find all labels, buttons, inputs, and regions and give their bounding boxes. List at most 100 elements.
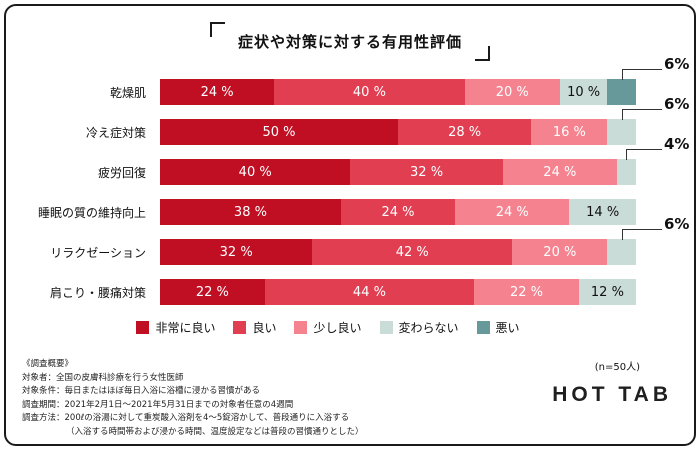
- note-line: 対象条件：毎日またはほぼ毎日入浴に浴槽に浸かる習慣がある: [22, 386, 261, 397]
- bar-segment: 40 %: [160, 159, 351, 185]
- stacked-bar-chart: 乾燥肌 24 % 40 % 20 % 10 % 6% 冷え症対策 50 % 28 % 16 % 6%…: [6, 55, 694, 336]
- legend-label: 少し良い: [313, 321, 362, 335]
- bar-segment: 32 %: [160, 239, 313, 265]
- note-line: 《調査概要》: [22, 359, 74, 369]
- callout-connector: [621, 109, 662, 120]
- hottab-logo: HOT TAB: [552, 383, 672, 406]
- bar-segment: 42 %: [312, 239, 513, 265]
- callout-value-label: 6%: [664, 95, 690, 113]
- segment-value-label: 40 %: [238, 164, 272, 180]
- segment-value-label: 32 %: [410, 164, 444, 180]
- callout-value-label: 6%: [664, 215, 690, 233]
- legend-item: 少し良い: [294, 319, 362, 336]
- segment-value-label: 24 %: [381, 204, 415, 220]
- bar-segment: 12 %: [578, 279, 636, 305]
- bar-segment: 50 %: [160, 119, 398, 145]
- category-label: リラクゼーション: [50, 245, 146, 260]
- callout-connector: [621, 69, 662, 80]
- segment-value-label: 42 %: [395, 244, 429, 260]
- bar-segment: 16 %: [531, 119, 608, 145]
- segment-value-label: 10 %: [567, 84, 601, 100]
- callout-value-label: 4%: [664, 135, 690, 153]
- legend-swatch: [379, 321, 393, 334]
- legend-swatch: [136, 321, 150, 334]
- bar-track: 24 % 40 % 20 % 10 % 6%: [160, 55, 689, 105]
- bar-segment: 10 %: [559, 79, 608, 105]
- chart-row: 肩こり・腰痛対策 22 % 44 % 22 % 12 %: [20, 279, 636, 305]
- bar-segment: 24 %: [455, 199, 570, 225]
- legend-label: 変わらない: [398, 321, 459, 335]
- sample-size: (n=50人): [594, 362, 640, 373]
- segment-value-label: 22 %: [195, 284, 229, 300]
- page-title: 症状や対策に対する有用性評価: [237, 33, 462, 51]
- bar-segment: 22 %: [474, 279, 579, 305]
- bar-segment: [607, 239, 636, 265]
- bar-segment: 28 %: [398, 119, 532, 145]
- bar-track: 22 % 44 % 22 % 12 %: [160, 279, 636, 305]
- bar-segment: [616, 159, 636, 185]
- note-line: 対象者：全国の皮膚科診療を行う女性医師: [22, 372, 184, 383]
- category-label: 冷え症対策: [85, 125, 146, 140]
- note-line: （入浴する時間帯および浸かる時間、温度設定などは普段の習慣通りとした）: [66, 426, 364, 437]
- legend-swatch: [476, 321, 490, 334]
- category-label: 睡眠の質の維持向上: [37, 205, 146, 220]
- segment-value-label: 40 %: [352, 84, 386, 100]
- bar-segment: 14 %: [569, 199, 636, 225]
- bar-segment: 24 %: [340, 199, 456, 225]
- bar-segment: 32 %: [350, 159, 503, 185]
- legend-swatch: [233, 321, 247, 334]
- bar-segment: 40 %: [274, 79, 465, 105]
- legend-item: 非常に良い: [136, 319, 215, 336]
- segment-value-label: 12 %: [590, 284, 624, 300]
- note-line: 調査方法：200ℓの浴湯に対して重炭酸入浴剤を4～5錠溶かして、普段通りに入浴す…: [22, 413, 350, 424]
- chart-card: 症状や対策に対する有用性評価 乾燥肌 24 % 40 % 20 % 10 % 6% 冷え症対…: [4, 4, 696, 446]
- bar-segment: 38 %: [160, 199, 341, 225]
- segment-value-label: 20 %: [543, 244, 577, 260]
- segment-value-label: 32 %: [219, 244, 253, 260]
- category-label: 肩こり・腰痛対策: [49, 285, 146, 300]
- segment-value-label: 24 %: [543, 164, 577, 180]
- legend-label: 非常に良い: [155, 321, 216, 335]
- bar-track: 38 % 24 % 24 % 14 %: [160, 199, 636, 225]
- footer: 《調査概要》 対象者：全国の皮膚科診療を行う女性医師 対象条件：毎日またはほぼ毎…: [6, 358, 694, 440]
- legend-label: 悪い: [495, 321, 520, 335]
- chart-row: 疲労回復 40 % 32 % 24 % 4%: [20, 135, 689, 185]
- segment-value-label: 44 %: [352, 284, 386, 300]
- segment-value-label: 16 %: [552, 124, 586, 140]
- bar-segment: 24 %: [160, 79, 275, 105]
- legend-swatch: [294, 321, 308, 334]
- callout-connector: [626, 149, 662, 160]
- segment-value-label: 22 %: [510, 284, 544, 300]
- bar-track: 50 % 28 % 16 % 6%: [160, 95, 689, 145]
- legend-item: 良い: [233, 319, 276, 336]
- category-label: 疲労回復: [97, 165, 146, 180]
- title-bracket-box: 症状や対策に対する有用性評価: [209, 22, 491, 61]
- bar-track: 40 % 32 % 24 % 4%: [160, 135, 689, 185]
- bar-track: 32 % 42 % 20 % 6%: [160, 215, 689, 265]
- callout-connector: [621, 229, 662, 240]
- segment-value-label: 20 %: [495, 84, 529, 100]
- legend-item: 変わらない: [379, 319, 459, 336]
- segment-value-label: 24 %: [200, 84, 234, 100]
- segment-value-label: 24 %: [495, 204, 529, 220]
- bar-segment: [607, 79, 636, 105]
- segment-value-label: 14 %: [586, 204, 620, 220]
- note-line: 調査期間：2021年2月1日～2021年5月31日までの対象者任意の4週間: [22, 399, 294, 410]
- bar-segment: [607, 119, 636, 145]
- legend-item: 悪い: [476, 319, 520, 336]
- chart-row: リラクゼーション 32 % 42 % 20 % 6%: [20, 215, 689, 265]
- chart-row: 冷え症対策 50 % 28 % 16 % 6%: [20, 95, 689, 145]
- survey-notes: 《調査概要》 対象者：全国の皮膚科診療を行う女性医師 対象条件：毎日またはほぼ毎…: [22, 358, 364, 440]
- bar-segment: 24 %: [502, 159, 617, 185]
- legend-label: 良い: [252, 321, 277, 335]
- segment-value-label: 28 %: [448, 124, 482, 140]
- bar-segment: 22 %: [160, 279, 265, 305]
- title-row: 症状や対策に対する有用性評価: [6, 22, 694, 61]
- callout-value-label: 6%: [664, 55, 690, 73]
- footer-right: (n=50人) HOT TAB: [552, 358, 672, 407]
- segment-value-label: 38 %: [233, 204, 267, 220]
- chart-legend: 非常に良い 良い 少し良い 変わらない 悪い: [20, 319, 636, 336]
- chart-row: 乾燥肌 24 % 40 % 20 % 10 % 6%: [20, 55, 689, 105]
- chart-rows: 乾燥肌 24 % 40 % 20 % 10 % 6% 冷え症対策 50 % 28 % 16 % 6%…: [20, 55, 689, 305]
- bar-segment: 20 %: [464, 79, 560, 105]
